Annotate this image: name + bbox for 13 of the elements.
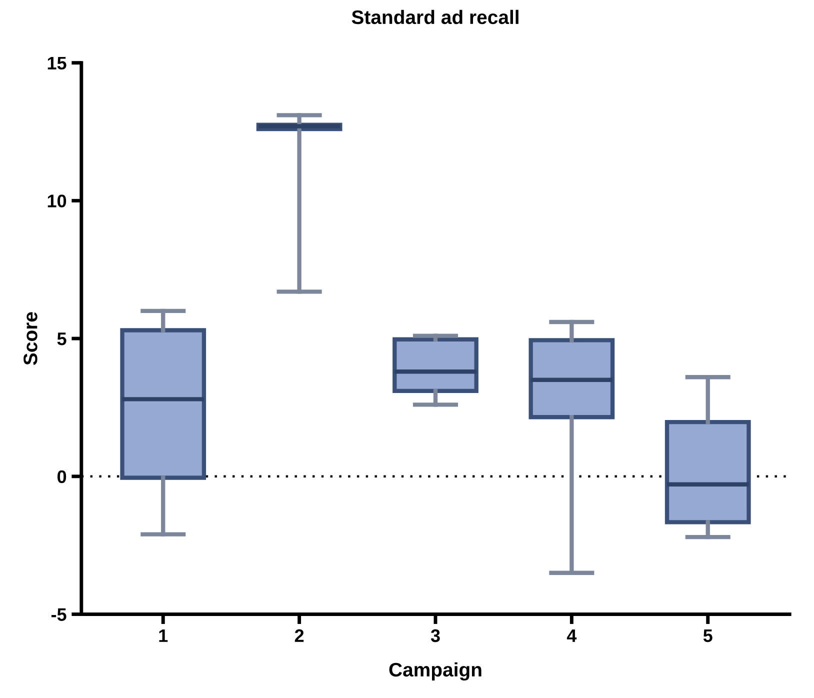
x-tick-label: 3 [430,629,440,642]
x-tick-label: 5 [703,629,712,642]
y-tick-label: 5 [57,332,66,346]
chart-title: Standard ad recall [352,10,518,24]
y-tick-label: 0 [57,470,66,484]
x-tick-label: 1 [159,629,168,642]
x-tick-label: 2 [294,629,304,642]
x-tick-label: 4 [566,629,577,642]
x-axis-title: Campaign [389,662,482,681]
y-tick-label: -5 [51,608,66,621]
y-tick-label: 10 [48,194,66,208]
y-axis-title: Score [24,312,38,365]
y-tick-label: 15 [48,56,66,70]
